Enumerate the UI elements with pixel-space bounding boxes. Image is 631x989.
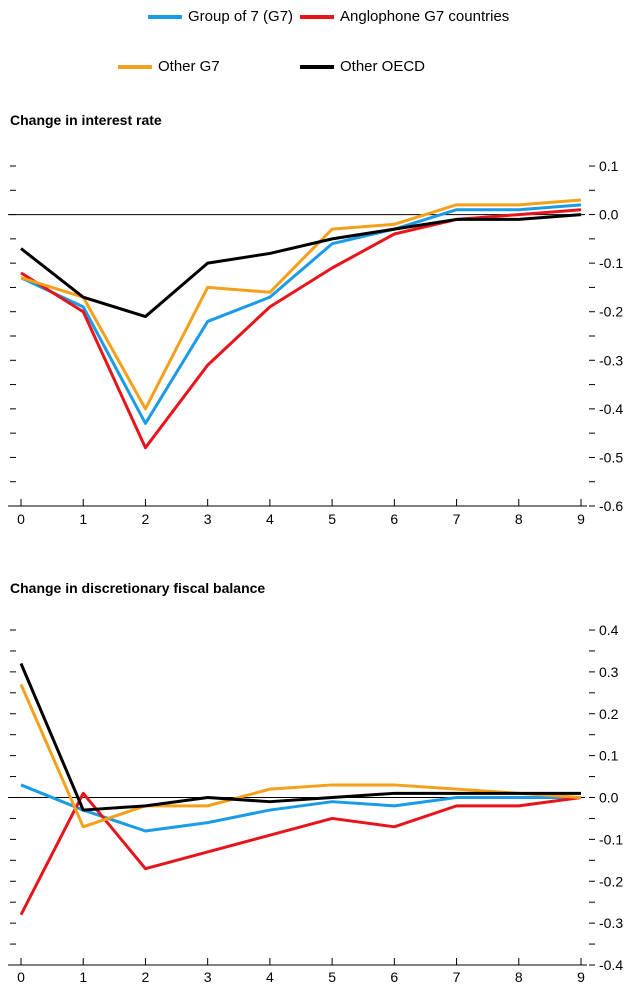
y-tick-label: -0.1 bbox=[599, 831, 623, 847]
x-tick-label: 4 bbox=[266, 969, 274, 985]
x-tick-label: 6 bbox=[390, 511, 398, 527]
y-tick-label: -0.3 bbox=[599, 915, 623, 931]
legend-label-other-g7: Other G7 bbox=[158, 58, 220, 75]
chart-interest-rate: 0.1 0.0 -0.1 -0.2 -0.3 -0.4 -0.5 -0.6 0 1 2 3 4 5 6 7 8 9 bbox=[8, 158, 623, 527]
x-tick-label: 4 bbox=[266, 511, 274, 527]
x-tick-label: 3 bbox=[204, 511, 212, 527]
legend-swatch-other-g7 bbox=[118, 64, 152, 69]
series-line bbox=[20, 783, 581, 833]
legend-label-g7: Group of 7 (G7) bbox=[188, 8, 294, 25]
series-line bbox=[20, 198, 582, 411]
x-tick-label: 1 bbox=[79, 511, 87, 527]
legend-item-other-g7: Other G7 bbox=[118, 58, 220, 75]
x-tick-label: 2 bbox=[142, 969, 150, 985]
y-tick-label: 0.0 bbox=[599, 790, 619, 806]
y-tick-label: -0.2 bbox=[599, 304, 623, 320]
panel-title-fiscal-balance: Change in discretionary fiscal balance bbox=[10, 580, 266, 596]
y-tick-label: -0.4 bbox=[599, 401, 623, 417]
y-tick-label: 0.1 bbox=[599, 748, 619, 764]
y-tick-label: -0.1 bbox=[599, 255, 623, 271]
x-tick-label: 0 bbox=[17, 511, 25, 527]
series-line bbox=[20, 208, 582, 450]
chart-legend: Group of 7 (G7) Anglophone G7 countries … bbox=[0, 0, 631, 90]
series-line bbox=[20, 203, 582, 425]
legend-label-anglophone: Anglophone G7 countries bbox=[340, 8, 510, 25]
y-tick-label: -0.2 bbox=[599, 873, 623, 889]
legend-item-other-oecd: Other OECD bbox=[300, 58, 425, 75]
series-line bbox=[19, 662, 581, 812]
x-tick-label: 6 bbox=[390, 969, 398, 985]
x-tick-label: 5 bbox=[328, 969, 336, 985]
legend-swatch-g7 bbox=[148, 14, 182, 19]
panel-title-interest-rate: Change in interest rate bbox=[10, 112, 162, 128]
legend-item-g7: Group of 7 (G7) bbox=[148, 8, 293, 25]
legend-item-anglophone: Anglophone G7 countries bbox=[300, 8, 509, 25]
x-tick-label: 5 bbox=[328, 511, 336, 527]
y-tick-label: 0.3 bbox=[599, 664, 619, 680]
x-tick-label: 9 bbox=[577, 969, 585, 985]
legend-swatch-anglophone bbox=[300, 14, 334, 19]
x-tick-label: 9 bbox=[577, 511, 585, 527]
chart-fiscal-balance: 0.4 0.3 0.2 0.1 0.0 -0.1 -0.2 -0.3 -0.4 0 1 2 3 4 5 6 7 8… bbox=[8, 622, 623, 985]
series-line bbox=[19, 683, 582, 829]
y-tick-label: -0.5 bbox=[599, 449, 623, 465]
x-tick-label: 0 bbox=[17, 969, 25, 985]
x-tick-label: 3 bbox=[204, 969, 212, 985]
legend-label-other-oecd: Other OECD bbox=[340, 58, 426, 75]
x-tick-label: 7 bbox=[453, 511, 461, 527]
y-tick-label: -0.3 bbox=[599, 352, 623, 368]
x-tick-label: 8 bbox=[515, 969, 523, 985]
legend-swatch-other-oecd bbox=[300, 64, 334, 69]
series-line bbox=[20, 213, 582, 319]
x-tick-label: 8 bbox=[515, 511, 523, 527]
y-tick-label: 0.0 bbox=[599, 207, 619, 223]
y-tick-label: -0.6 bbox=[599, 498, 623, 514]
y-tick-label: 0.2 bbox=[599, 706, 619, 722]
y-tick-label: -0.4 bbox=[599, 957, 623, 973]
y-tick-label: 0.4 bbox=[599, 622, 619, 638]
y-tick-label: 0.1 bbox=[599, 158, 619, 174]
x-tick-label: 7 bbox=[453, 969, 461, 985]
series-line bbox=[19, 791, 582, 916]
x-tick-label: 1 bbox=[79, 969, 87, 985]
x-tick-label: 2 bbox=[142, 511, 150, 527]
